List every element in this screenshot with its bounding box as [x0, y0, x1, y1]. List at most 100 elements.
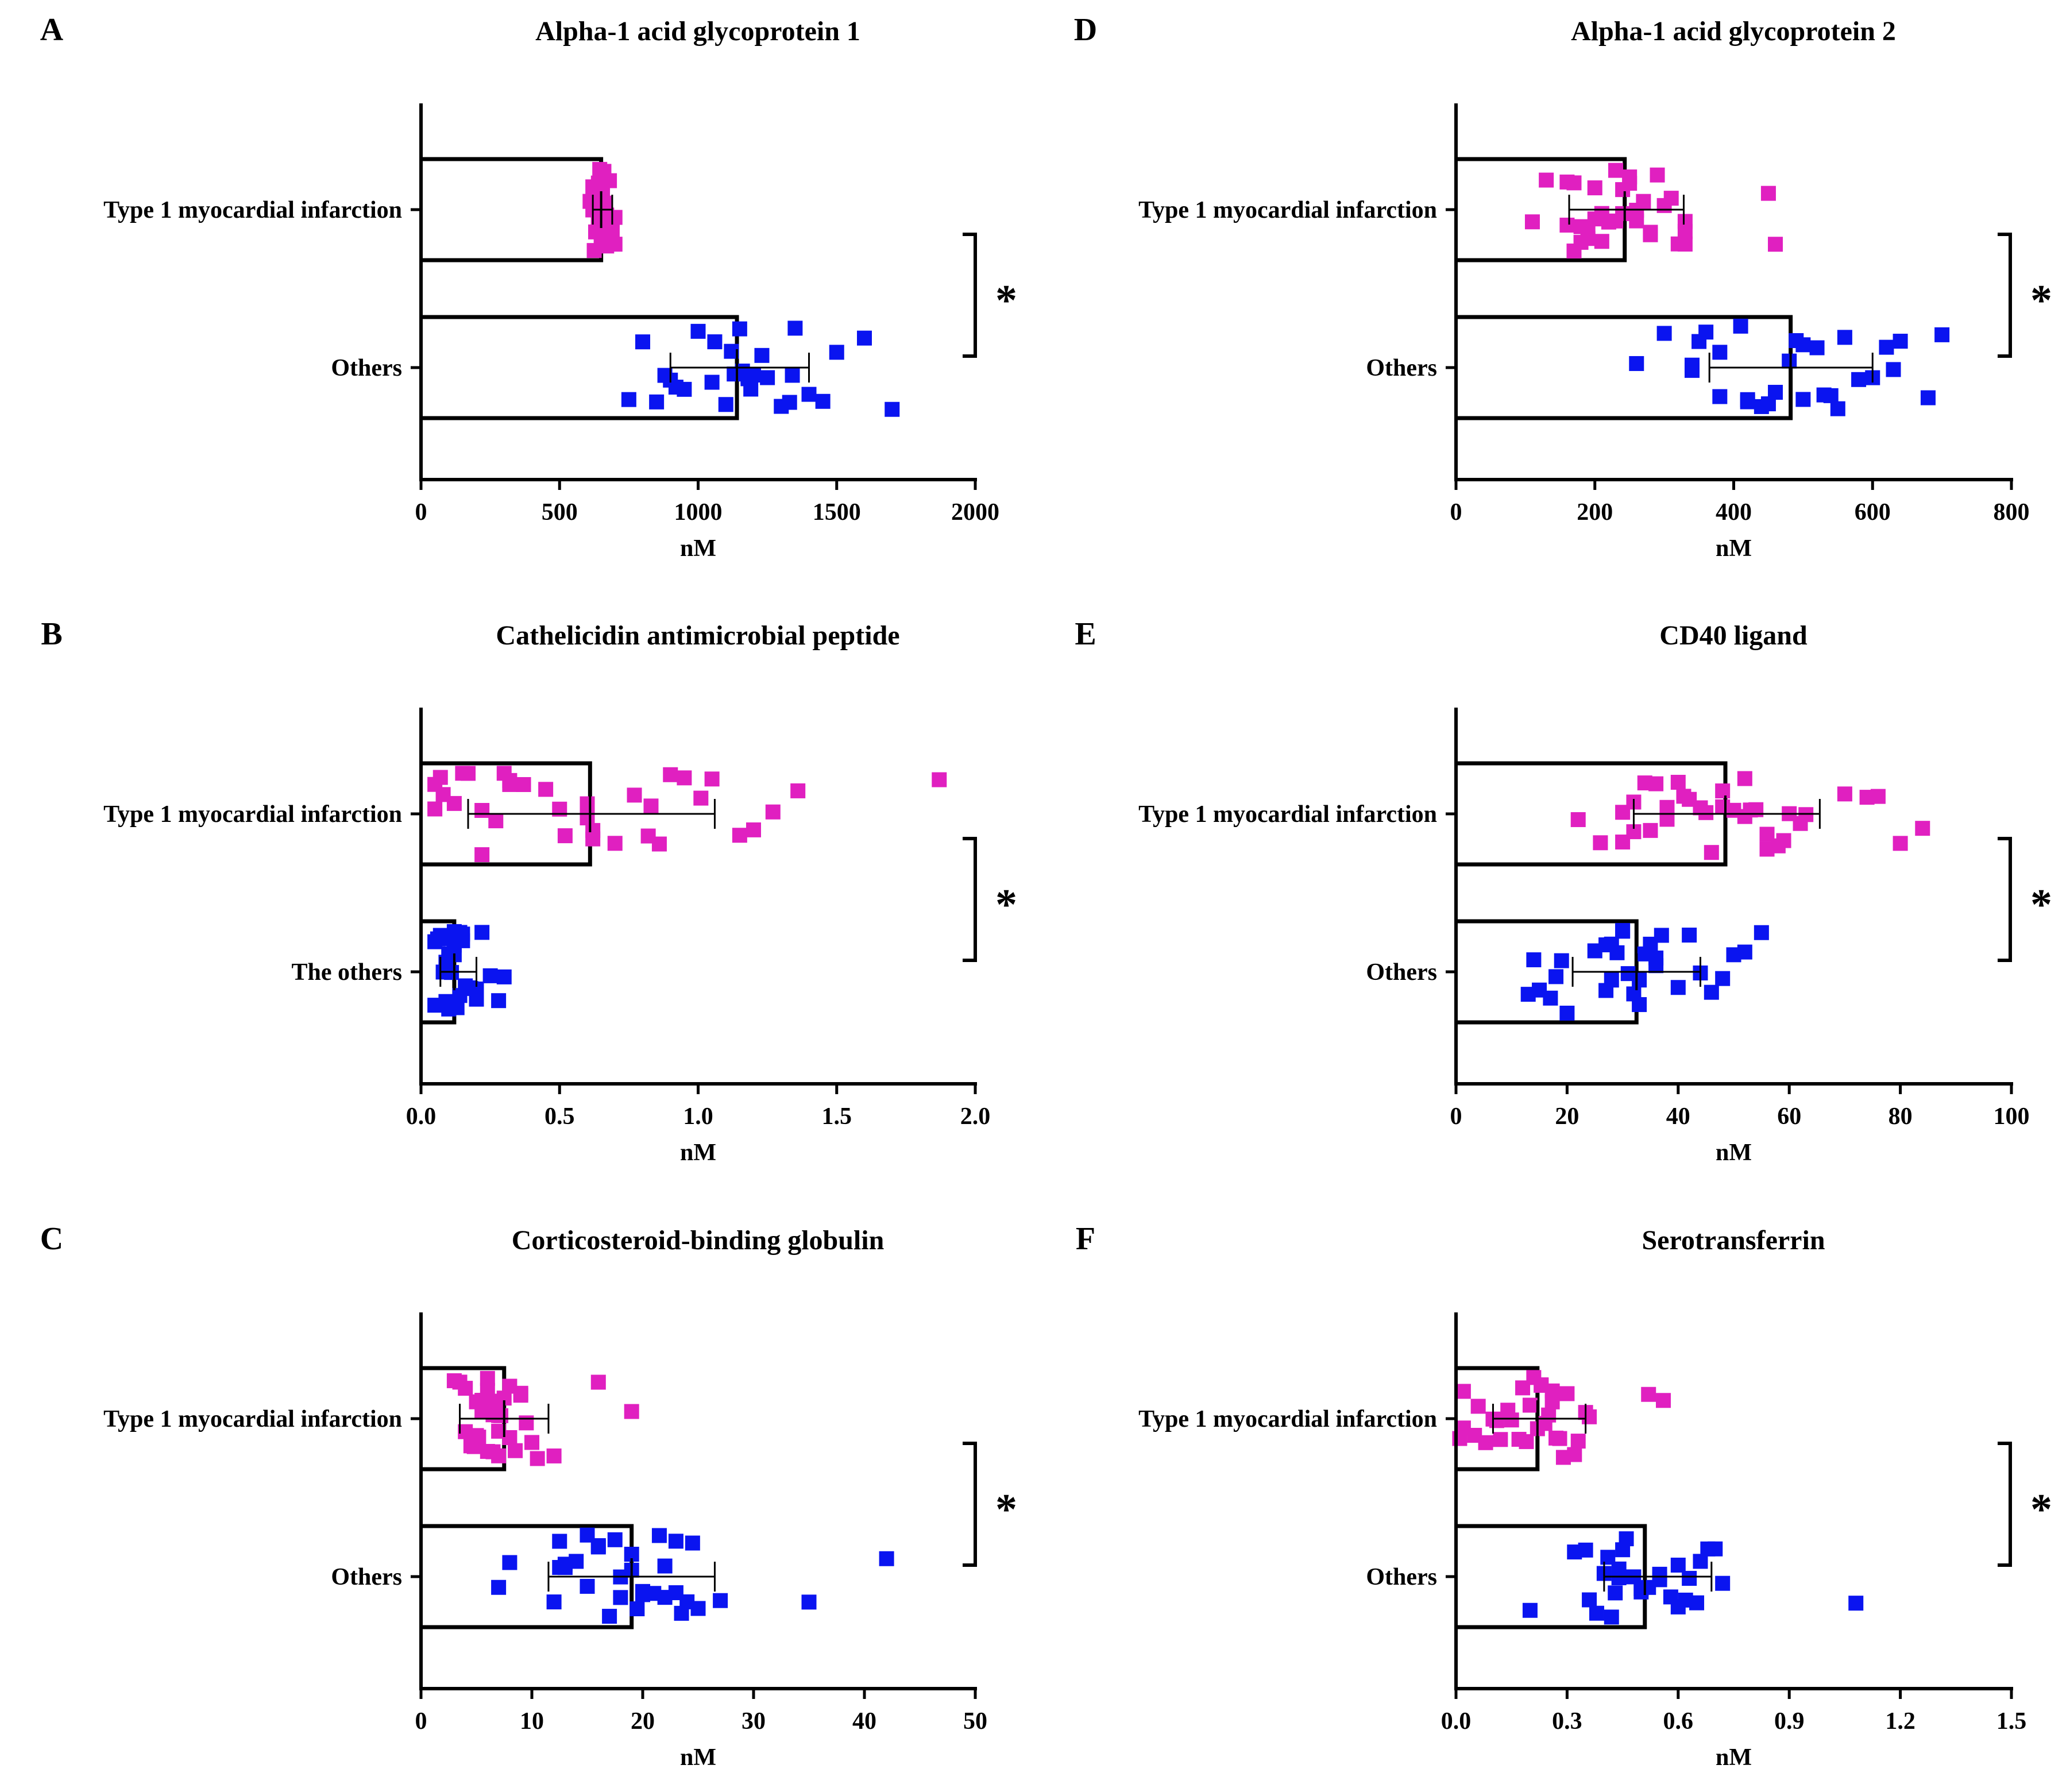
data-point — [1712, 345, 1728, 360]
data-point — [657, 1590, 673, 1605]
data-point — [491, 993, 507, 1009]
x-tick-label: 0.5 — [544, 1103, 575, 1130]
data-point — [1604, 936, 1619, 952]
chart-title: CD40 ligand — [1659, 620, 1808, 651]
panel-d: D Alpha-1 acid glycoprotein 2 Type 1 myoca… — [1074, 12, 2052, 562]
data-point — [595, 175, 611, 190]
data-point — [649, 394, 665, 410]
data-point — [1587, 180, 1602, 196]
x-tick-label: 40 — [852, 1708, 876, 1735]
data-point — [1676, 789, 1691, 804]
y-tick-label: Others — [1366, 355, 1437, 381]
y-tick-label: Type 1 myocardial infarction — [103, 197, 402, 223]
data-point — [746, 822, 761, 837]
data-point — [1776, 833, 1791, 848]
data-point — [474, 1393, 490, 1408]
data-point — [1622, 169, 1638, 185]
data-point — [1715, 971, 1731, 986]
x-tick-label: 0.0 — [406, 1103, 437, 1130]
data-point — [785, 368, 800, 383]
panel-letter: A — [40, 12, 64, 48]
x-tick-label: 40 — [1666, 1103, 1690, 1130]
data-point — [1920, 390, 1936, 405]
data-point — [491, 1579, 507, 1595]
x-tick-label: 0 — [415, 499, 427, 526]
data-point — [607, 237, 623, 252]
y-tick-label: Others — [331, 1564, 402, 1590]
data-point — [455, 766, 470, 781]
data-point — [1670, 1557, 1686, 1573]
data-point — [651, 836, 667, 852]
data-point — [1915, 821, 1930, 836]
y-tick-label: Type 1 myocardial infarction — [1138, 1406, 1437, 1432]
data-point — [1704, 984, 1719, 1000]
data-point — [1704, 845, 1719, 860]
data-point — [493, 1408, 508, 1423]
data-point — [1809, 340, 1825, 356]
data-point — [1650, 167, 1665, 183]
data-point — [480, 1444, 495, 1459]
data-point — [1652, 1572, 1667, 1588]
panel-f: F Serotransferrin Type 1 myocardial infarc… — [1076, 1221, 2052, 1771]
data-point — [1573, 234, 1589, 250]
significance-marker: * — [2030, 1485, 2052, 1534]
x-tick-label: 0.9 — [1774, 1708, 1805, 1735]
data-point — [1522, 1397, 1538, 1413]
data-point — [1893, 334, 1908, 349]
data-point — [765, 804, 781, 820]
data-point — [1615, 206, 1631, 221]
data-point — [552, 1534, 567, 1549]
y-tick-label: Type 1 myocardial infarction — [103, 1406, 402, 1432]
data-point — [1670, 980, 1686, 995]
x-tick-label: 2.0 — [960, 1103, 991, 1130]
data-point — [1611, 1570, 1627, 1585]
significance-bracket — [963, 233, 977, 358]
data-point — [432, 770, 448, 785]
data-point — [704, 374, 720, 390]
data-point — [1600, 1550, 1616, 1565]
data-point — [546, 1594, 562, 1610]
data-point — [627, 787, 642, 803]
data-point — [474, 925, 490, 940]
data-point — [446, 795, 462, 811]
data-point — [1870, 789, 1886, 804]
data-point — [1548, 1430, 1564, 1446]
data-point — [740, 369, 756, 384]
data-point — [1629, 356, 1644, 371]
data-point — [538, 782, 554, 797]
data-point — [1559, 1386, 1575, 1401]
data-point — [1615, 835, 1631, 850]
data-point — [624, 1404, 639, 1419]
data-point — [1851, 372, 1867, 387]
data-point — [1570, 812, 1586, 828]
data-point — [743, 381, 759, 397]
data-point — [474, 847, 490, 863]
x-axis-label: nM — [1716, 535, 1752, 562]
data-point — [1594, 234, 1609, 249]
x-axis-label: nM — [680, 535, 716, 562]
data-point — [732, 321, 747, 337]
data-point — [1608, 1585, 1623, 1601]
data-point — [1670, 775, 1686, 790]
chart-title: Alpha-1 acid glycoprotein 2 — [1571, 16, 1896, 47]
data-point — [1712, 389, 1728, 404]
data-point — [801, 1594, 817, 1610]
x-tick-label: 0.0 — [1441, 1708, 1472, 1735]
panel-a: A Alpha-1 acid glycoprotein 1 Type 1 myoca… — [40, 12, 1017, 562]
data-point — [1648, 950, 1664, 965]
data-point — [630, 1601, 645, 1617]
x-axis-label: nM — [680, 1140, 716, 1166]
data-point — [496, 969, 512, 984]
group-2: Others — [1366, 919, 1769, 1025]
data-point — [1768, 237, 1783, 252]
data-point — [657, 1558, 673, 1574]
data-point — [1643, 225, 1658, 240]
data-point — [466, 1439, 482, 1454]
data-point — [1543, 990, 1558, 1006]
data-point — [1526, 952, 1542, 968]
y-tick-label: Type 1 myocardial infarction — [1138, 801, 1437, 828]
data-point — [1693, 1554, 1708, 1569]
data-point — [446, 937, 462, 953]
x-tick-label: 800 — [1994, 499, 2030, 526]
data-point — [1544, 1383, 1560, 1399]
